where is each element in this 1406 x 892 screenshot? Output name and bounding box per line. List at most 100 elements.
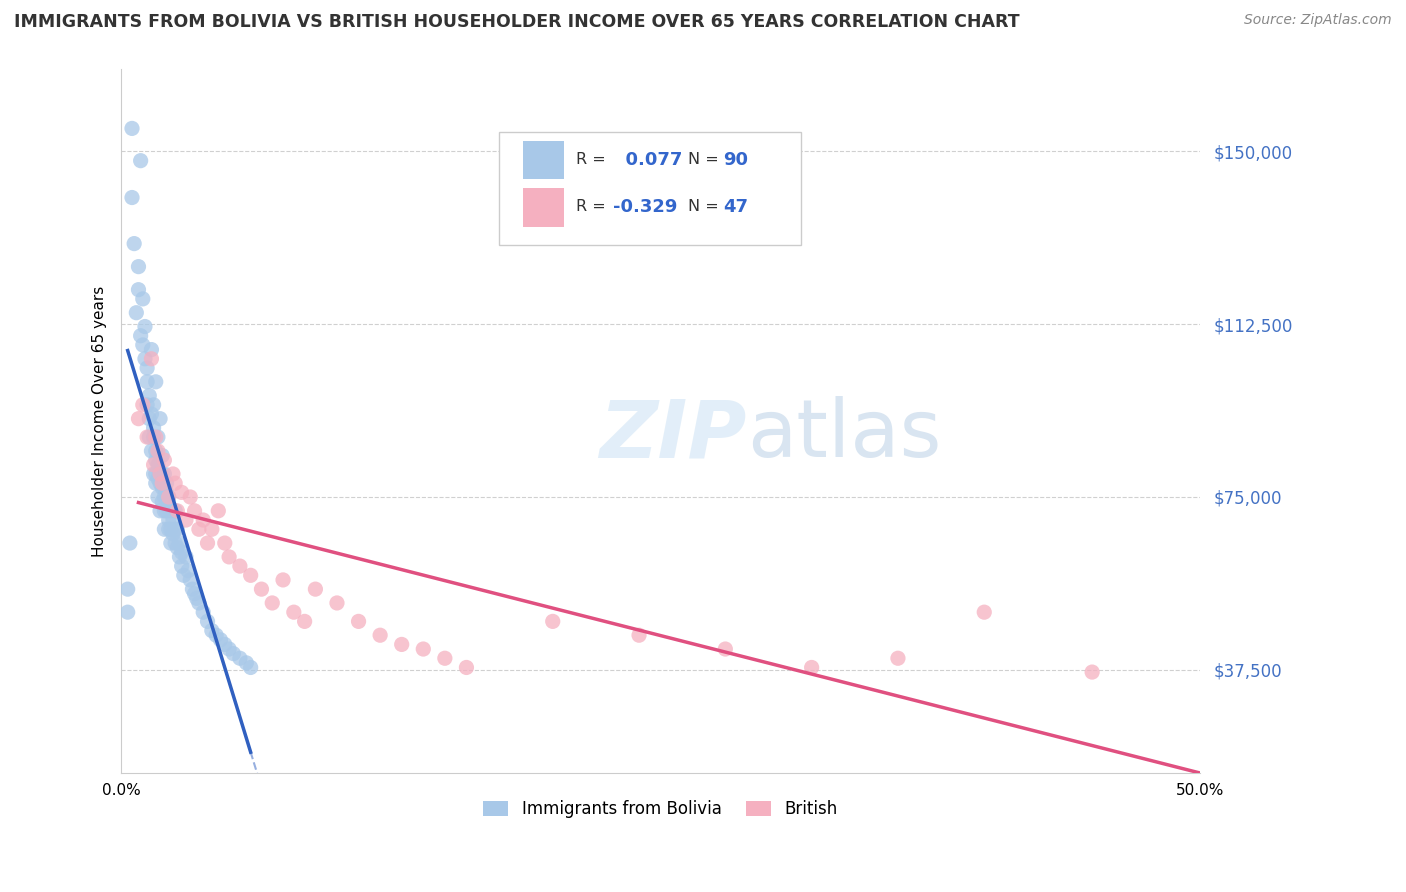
Point	[433, 651, 456, 665]
Point	[157, 513, 180, 527]
Point	[262, 596, 284, 610]
Point	[162, 467, 184, 481]
Point	[207, 504, 229, 518]
Text: 47: 47	[723, 198, 748, 216]
Point	[117, 582, 139, 596]
Text: N =: N =	[688, 200, 718, 214]
Point	[162, 513, 184, 527]
Point	[174, 549, 197, 564]
Point	[155, 504, 177, 518]
Point	[129, 153, 152, 168]
Point	[283, 605, 305, 619]
Point	[150, 494, 173, 508]
Point	[138, 430, 160, 444]
Point	[169, 536, 191, 550]
Point	[142, 421, 165, 435]
Point	[125, 306, 148, 320]
Point	[160, 536, 183, 550]
Point	[136, 375, 159, 389]
FancyBboxPatch shape	[499, 132, 801, 244]
Point	[179, 573, 201, 587]
Point	[146, 458, 169, 472]
Point	[142, 458, 165, 472]
Point	[326, 596, 349, 610]
Point	[132, 292, 155, 306]
Point	[121, 121, 143, 136]
Point	[153, 504, 176, 518]
Point	[146, 430, 169, 444]
Point	[214, 637, 236, 651]
Point	[173, 568, 195, 582]
Point	[218, 549, 240, 564]
Point	[162, 526, 184, 541]
Text: 90: 90	[723, 151, 748, 169]
Point	[145, 430, 167, 444]
Text: ZIP: ZIP	[599, 396, 747, 474]
Point	[150, 476, 173, 491]
Point	[149, 467, 172, 481]
Point	[127, 411, 149, 425]
Point	[145, 453, 167, 467]
Point	[138, 411, 160, 425]
Point	[193, 605, 215, 619]
Point	[165, 536, 187, 550]
Point	[347, 615, 370, 629]
Text: R =: R =	[576, 153, 606, 167]
Point	[205, 628, 228, 642]
Point	[153, 481, 176, 495]
Point	[127, 283, 149, 297]
Point	[134, 319, 156, 334]
Text: IMMIGRANTS FROM BOLIVIA VS BRITISH HOUSEHOLDER INCOME OVER 65 YEARS CORRELATION : IMMIGRANTS FROM BOLIVIA VS BRITISH HOUSE…	[14, 13, 1019, 31]
Point	[121, 190, 143, 204]
Point	[170, 559, 193, 574]
Point	[235, 656, 257, 670]
Point	[456, 660, 478, 674]
Point	[186, 591, 208, 606]
Text: atlas: atlas	[747, 396, 941, 474]
FancyBboxPatch shape	[523, 141, 564, 179]
Point	[157, 500, 180, 514]
Point	[169, 549, 191, 564]
Point	[145, 476, 167, 491]
Point	[153, 467, 176, 481]
Point	[127, 260, 149, 274]
Point	[146, 444, 169, 458]
Point	[117, 605, 139, 619]
Point	[391, 637, 413, 651]
Point	[150, 449, 173, 463]
Point	[149, 476, 172, 491]
Point	[166, 541, 188, 555]
Point	[160, 522, 183, 536]
Point	[229, 559, 252, 574]
Point	[142, 430, 165, 444]
Point	[150, 481, 173, 495]
Point	[412, 642, 434, 657]
Point	[136, 398, 159, 412]
Legend: Immigrants from Bolivia, British: Immigrants from Bolivia, British	[477, 794, 845, 825]
Point	[157, 490, 180, 504]
Point	[181, 582, 204, 596]
Point	[166, 522, 188, 536]
Point	[157, 490, 180, 504]
Point	[239, 568, 262, 582]
Point	[187, 522, 209, 536]
Point	[541, 615, 564, 629]
Point	[146, 490, 169, 504]
Text: 0.077: 0.077	[613, 151, 682, 169]
Point	[197, 615, 219, 629]
Point	[141, 351, 163, 366]
Point	[141, 343, 163, 357]
Point	[250, 582, 273, 596]
Point	[628, 628, 651, 642]
Point	[170, 545, 193, 559]
Point	[132, 398, 155, 412]
Point	[145, 444, 167, 458]
Point	[201, 522, 224, 536]
Text: -0.329: -0.329	[613, 198, 678, 216]
Point	[197, 536, 219, 550]
FancyBboxPatch shape	[523, 188, 564, 227]
Point	[153, 522, 176, 536]
Point	[271, 573, 294, 587]
Point	[174, 513, 197, 527]
Point	[187, 596, 209, 610]
